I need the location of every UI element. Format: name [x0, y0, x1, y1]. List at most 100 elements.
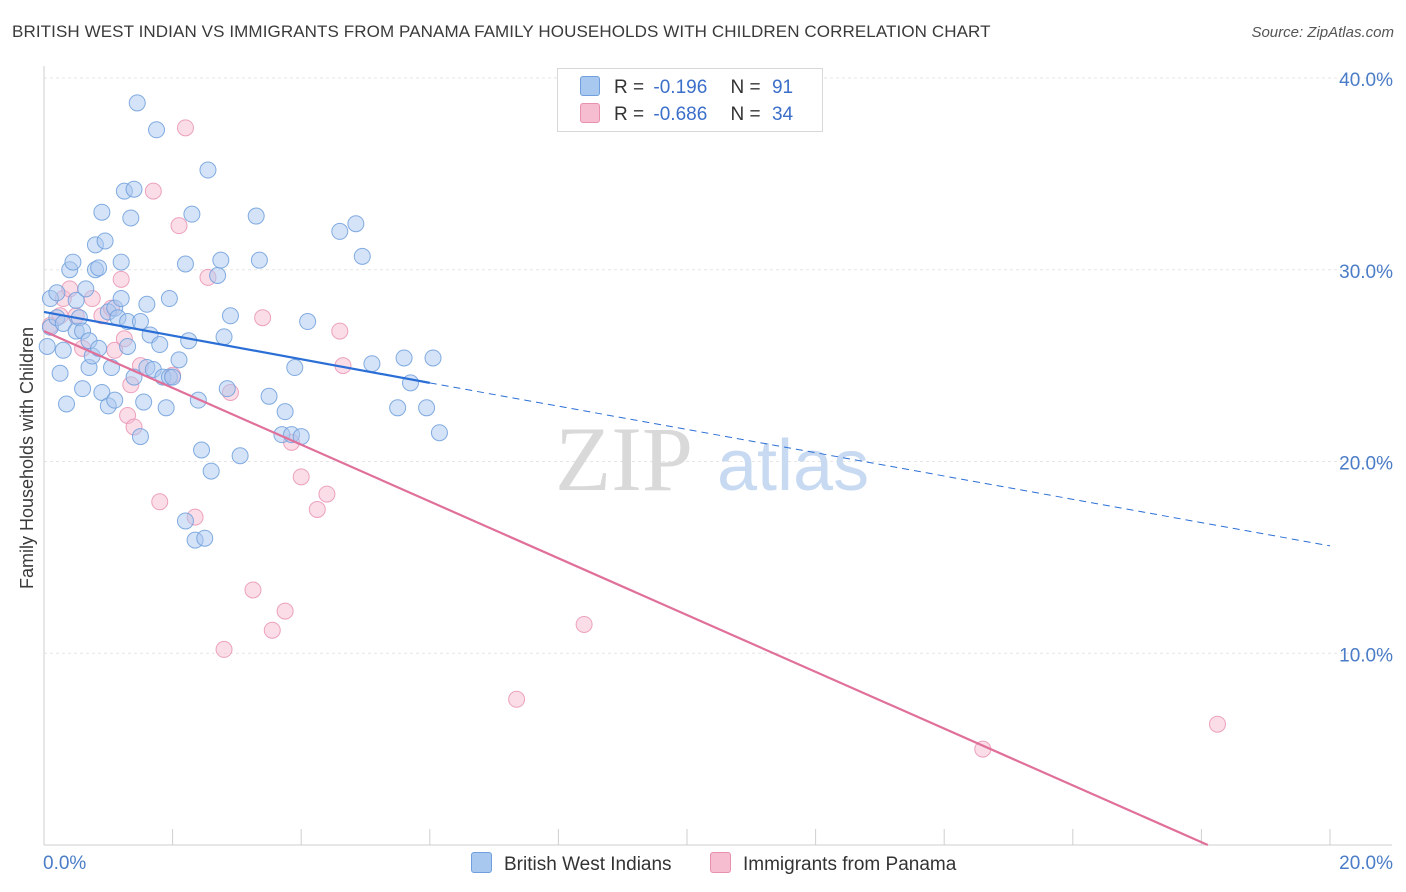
data-point-panama [318, 485, 336, 503]
data-point-bwi [353, 247, 371, 265]
data-point-bwi [199, 161, 217, 179]
data-point-bwi [215, 328, 233, 346]
y-axis-label: Family Households with Children [17, 327, 37, 589]
data-point-panama [292, 468, 310, 486]
axes [43, 66, 1392, 846]
data-point-bwi [90, 259, 108, 277]
data-point-bwi [48, 284, 66, 302]
r-value-panama: -0.686 [653, 104, 708, 125]
n-value-bwi: 91 [771, 77, 794, 98]
data-point-bwi [131, 428, 149, 446]
data-point-bwi [64, 253, 82, 271]
data-point-panama [508, 690, 526, 708]
data-point-bwi [164, 368, 182, 386]
legend-label-panama: Immigrants from Panama [743, 854, 957, 875]
tick-labels: 10.0% 20.0% 30.0% 40.0% 0.0% 20.0% [43, 70, 1393, 874]
r-label: R = [614, 77, 645, 98]
data-point-bwi [276, 403, 294, 421]
data-point-bwi [389, 399, 407, 417]
data-point-bwi [67, 291, 85, 309]
data-point-bwi [347, 215, 365, 233]
data-point-bwi [151, 336, 169, 354]
legend-swatch-pink [710, 852, 731, 873]
data-point-bwi [74, 380, 92, 398]
gridlines [44, 77, 1392, 654]
data-point-bwi [176, 512, 194, 530]
data-point-bwi [418, 399, 436, 417]
data-point-bwi [363, 355, 381, 373]
y-tick-label: 40.0% [1339, 70, 1393, 91]
data-point-bwi [250, 251, 268, 269]
legend-item-panama: Immigrants from Panama [710, 852, 956, 876]
data-point-bwi [58, 395, 76, 413]
data-point-panama [151, 493, 169, 511]
data-point-bwi [202, 462, 220, 480]
data-point-bwi [106, 391, 124, 409]
data-point-bwi [135, 393, 153, 411]
legend-item-bwi: British West Indians [471, 852, 672, 876]
data-point-bwi [218, 380, 236, 398]
data-point-bwi [176, 255, 194, 273]
data-point-bwi [170, 351, 188, 369]
data-point-bwi [112, 253, 130, 271]
data-point-bwi [93, 203, 111, 221]
data-point-bwi [193, 441, 211, 459]
data-point-bwi [212, 251, 230, 269]
data-point-bwi [128, 94, 146, 112]
legend-row-panama: R = -0.686 N = 34 [580, 103, 793, 127]
data-point-panama [575, 615, 593, 633]
data-point-bwi [286, 359, 304, 377]
data-point-bwi [430, 424, 448, 442]
legend-swatch-blue [471, 852, 492, 873]
data-point-bwi [221, 307, 239, 325]
r-value-bwi: -0.196 [653, 77, 708, 98]
data-point-bwi [54, 341, 72, 359]
data-point-panama [308, 500, 326, 518]
data-point-bwi [119, 337, 137, 355]
data-point-panama [331, 322, 349, 340]
r-label: R = [614, 104, 645, 125]
data-point-bwi [157, 399, 175, 417]
data-point-bwi [299, 313, 317, 331]
data-point-panama [276, 602, 294, 620]
data-point-panama [170, 217, 188, 235]
data-point-bwi [183, 205, 201, 223]
trend-lines [43, 310, 1331, 847]
data-point-bwi [260, 387, 278, 405]
watermark-atlas: atlas [717, 426, 869, 506]
data-point-bwi [138, 295, 156, 313]
data-point-bwi [122, 209, 140, 227]
data-point-panama [144, 182, 162, 200]
data-point-panama [1208, 715, 1226, 733]
data-point-bwi [209, 267, 227, 285]
data-point-bwi [38, 337, 56, 355]
trend-line-bwi-extension [429, 382, 1331, 547]
x-tick-label: 0.0% [43, 853, 86, 874]
data-point-bwi [180, 332, 198, 350]
legend-swatch-blue [580, 76, 600, 96]
data-point-panama [215, 640, 233, 658]
source-label: Source: ZipAtlas.com [1251, 24, 1394, 41]
data-point-panama [254, 309, 272, 327]
data-point-panama [112, 270, 130, 288]
data-point-bwi [160, 290, 178, 308]
data-point-bwi [131, 313, 149, 331]
n-label: N = [730, 104, 761, 125]
stats-legend: R = -0.196 N = 91 R = -0.686 N = 34 [557, 68, 823, 132]
y-tick-label: 30.0% [1339, 262, 1393, 283]
data-point-bwi [231, 447, 249, 465]
series-bwi-points [38, 94, 448, 549]
data-point-bwi [77, 280, 95, 298]
data-point-bwi [247, 207, 265, 225]
data-point-bwi [112, 290, 130, 308]
legend-label-bwi: British West Indians [504, 854, 672, 875]
data-point-bwi [148, 121, 166, 139]
data-point-panama [263, 621, 281, 639]
trend-line-bwi [43, 310, 430, 384]
data-point-panama [244, 581, 262, 599]
legend-swatch-pink [580, 103, 600, 123]
data-point-bwi [395, 349, 413, 367]
y-tick-label: 20.0% [1339, 454, 1393, 475]
y-tick-label: 10.0% [1339, 645, 1393, 666]
